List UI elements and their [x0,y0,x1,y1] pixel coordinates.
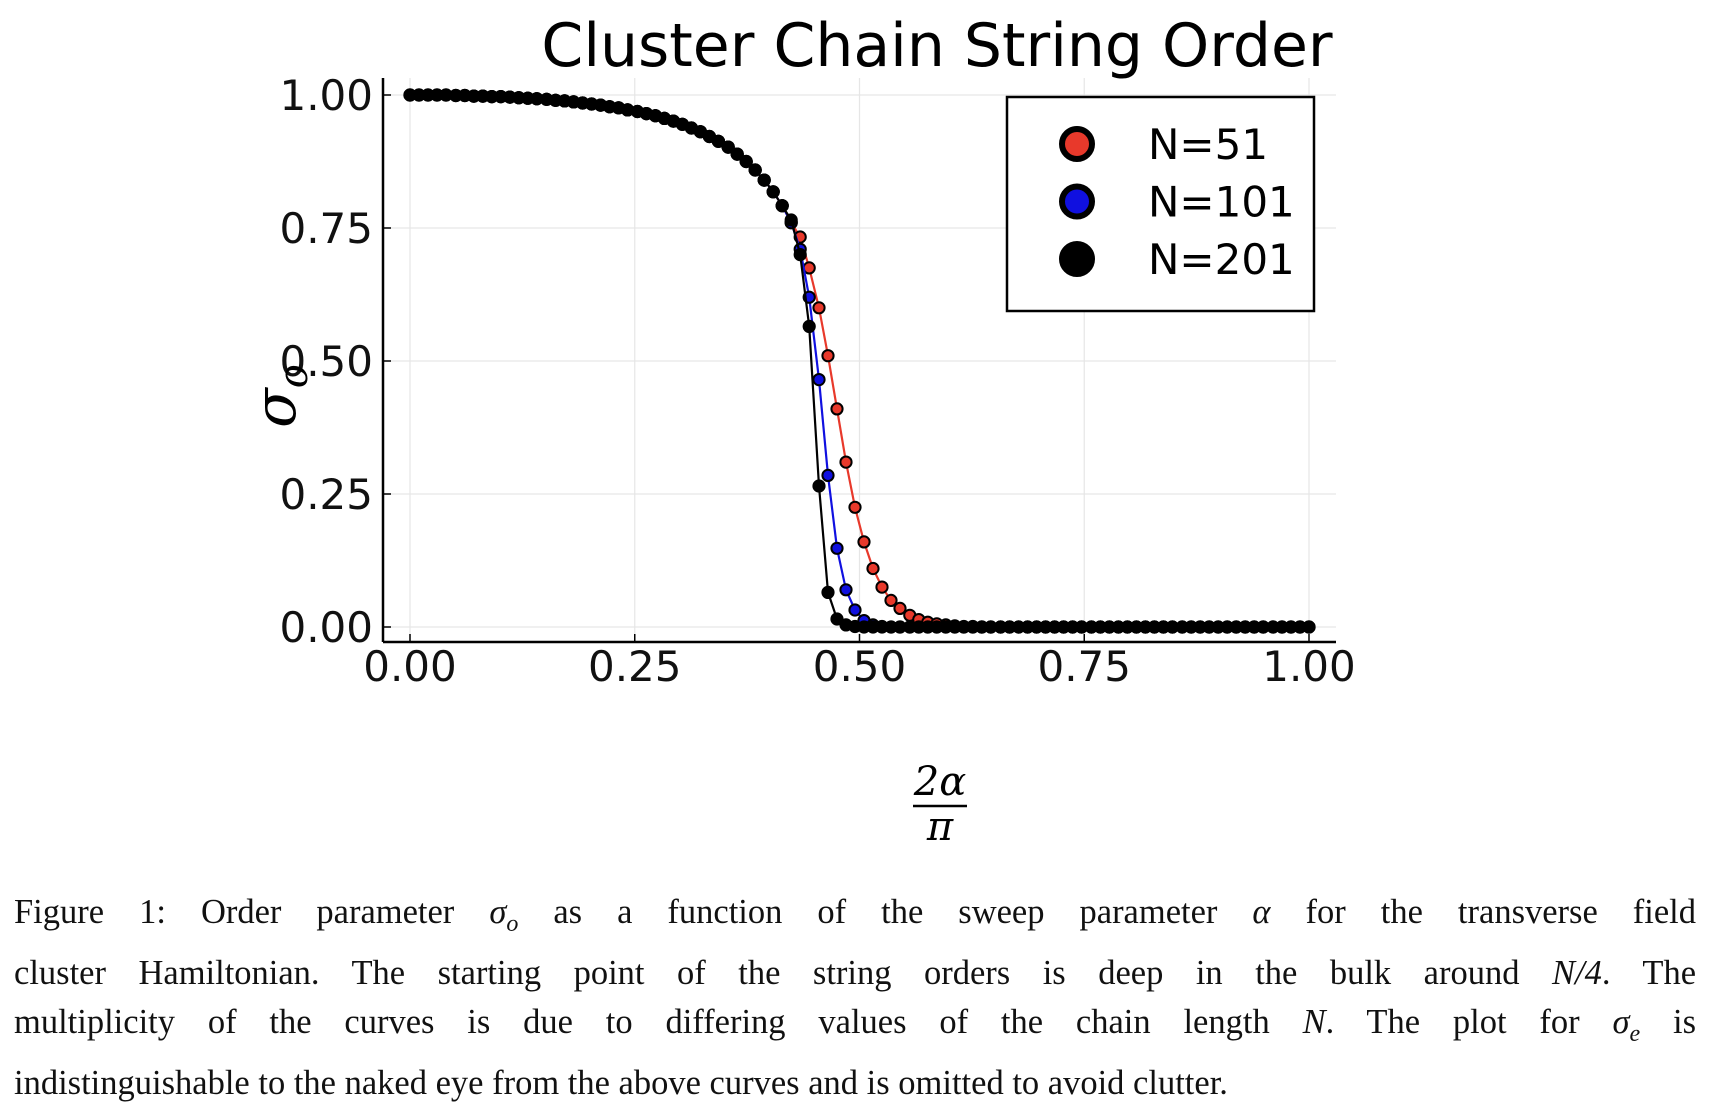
data-point [866,561,880,576]
x-axis-label-denominator: π [926,804,954,850]
x-tick-label: 1.00 [1262,642,1356,691]
data-point [875,580,889,594]
data-point [839,583,853,597]
legend-marker [1059,241,1095,277]
data-point [730,147,744,161]
data-point [748,163,762,177]
chart: Cluster Chain String Order 0.00 0.25 0.50 0… [241,11,1356,850]
caption-math: N/4 [1552,953,1602,992]
legend-box [1005,95,1316,313]
figure: Cluster Chain String Order 0.00 0.25 0.50 0… [241,11,1356,850]
legend-label: N=201 [1148,235,1295,284]
legend-item: N=51 [1059,120,1268,169]
data-point [757,173,771,187]
y-tick-label: 1.00 [279,71,373,120]
data-point [775,199,789,213]
data-point [1302,620,1316,634]
legend-label: N=51 [1148,120,1268,169]
caption-math: N [1302,1002,1326,1041]
svg-text:σo: σo [241,364,317,428]
caption-line: Figure 1: Order parameter σo as a functi… [14,893,1697,937]
data-point [821,349,835,363]
chart-title: Cluster Chain String Order [541,11,1332,81]
caption-math: σo [489,893,519,937]
caption-line: multiplicity of the curves is due to dif… [14,1002,1697,1047]
data-point [739,154,753,169]
data-point [830,541,844,555]
caption-label: Figure 1: [14,893,201,931]
series [403,88,1316,634]
x-tick-label: 0.75 [1037,642,1131,691]
y-tick-label: 0.75 [279,204,373,253]
y-axis-label: σo [241,364,317,428]
caption-math: σe [1612,1002,1641,1047]
legend-item: N=201 [1059,235,1295,284]
data-point [793,248,807,262]
data-point [848,603,862,617]
caption-math: α [1252,893,1271,931]
data-point [830,402,844,416]
data-point [784,213,798,227]
data-point [830,612,844,626]
y-tick-label: 0.50 [279,337,373,386]
data-point [812,479,826,493]
legend-item: N=101 [1059,178,1295,227]
data-point [802,319,816,333]
legend-marker [1059,183,1095,220]
figure-caption: Figure 1: Order parameter σo as a functi… [14,888,1696,1108]
y-axis-label-symbol: σ [241,387,309,428]
y-tick-label: 0.00 [279,603,373,652]
caption-line: indistinguishable to the naked eye from … [14,1063,1228,1102]
data-point [721,140,735,154]
legend: N=51 N=101 N=201 [1005,95,1316,313]
axes [381,78,1336,644]
x-tick-label: 0.25 [588,642,682,691]
data-point [821,468,835,482]
series-N=201 [403,88,1316,634]
data-point [711,134,726,148]
legend-marker [1059,126,1095,162]
data-point [893,601,907,616]
y-tick-label: 0.25 [279,470,373,519]
data-point [812,373,826,387]
x-axis-label: 2α π [913,759,967,850]
data-point [884,593,898,608]
caption-line: cluster Hamiltonian. The starting point … [14,953,1697,992]
data-point [766,185,780,199]
data-point [821,585,835,600]
legend-label: N=101 [1148,178,1295,227]
data-point [848,500,862,514]
x-axis-label-numerator: 2α [913,759,966,805]
data-point [857,535,871,549]
data-point [839,455,853,469]
tick-labels: 0.00 0.25 0.50 0.75 1.00 0.00 0.25 0.50 0.75 1.00 [279,71,1355,691]
x-tick-label: 0.00 [363,642,457,691]
x-tick-label: 0.50 [813,642,907,691]
data-point [812,301,826,315]
y-axis-label-subscript: o [271,364,317,388]
